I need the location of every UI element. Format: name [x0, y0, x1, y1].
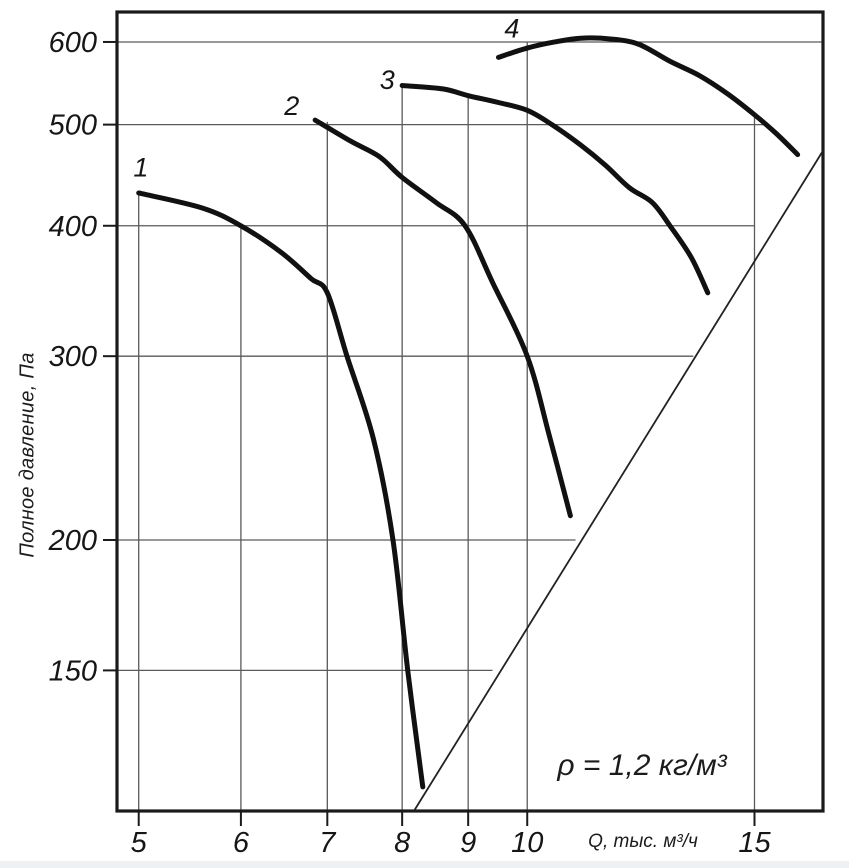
x-tick-label-5: 5 — [131, 827, 148, 859]
curve-1 — [136, 190, 426, 790]
curve-2 — [312, 117, 573, 519]
curve-label-2: 2 — [283, 91, 299, 121]
x-tick-label-7: 7 — [319, 827, 337, 859]
curve-label-1: 1 — [133, 152, 148, 182]
y-tick-label-600: 600 — [49, 27, 97, 59]
y-tick-label-150: 150 — [49, 655, 97, 687]
density-annotation: ρ = 1,2 кг/м³ — [557, 749, 727, 782]
x-tick-label-9: 9 — [460, 827, 476, 859]
y-tick-label-500: 500 — [49, 110, 97, 142]
y-tick-label-300: 300 — [49, 341, 97, 373]
x-axis-title: Q, тыс. м³/ч — [588, 831, 698, 852]
x-tick-label-10: 10 — [511, 827, 543, 859]
x-tick-label-8: 8 — [394, 827, 410, 859]
curve-4 — [495, 35, 801, 158]
x-tick-label-6: 6 — [233, 827, 250, 859]
plot-border — [115, 10, 825, 813]
x-tick-label-15: 15 — [738, 827, 771, 859]
y-tick-label-200: 200 — [48, 525, 97, 557]
curve-label-4: 4 — [504, 14, 519, 44]
curve-3 — [399, 83, 711, 296]
y-tick-label-400: 400 — [49, 211, 97, 243]
page-edge-strip — [0, 861, 849, 868]
curve-label-3: 3 — [380, 65, 395, 95]
system-line — [413, 150, 824, 812]
y-axis-title: Полное давление, Па — [16, 352, 39, 558]
